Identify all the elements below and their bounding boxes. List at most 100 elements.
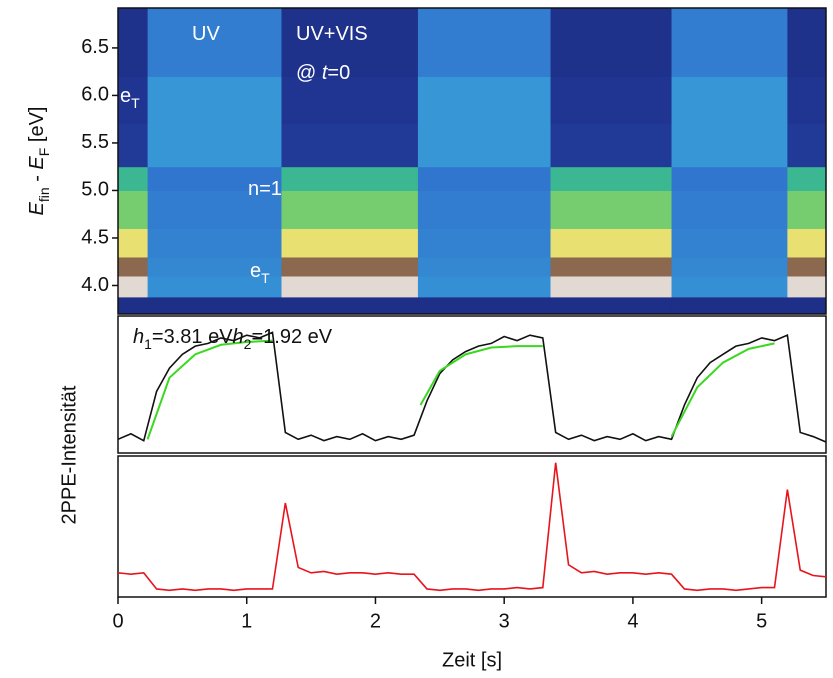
annotation-part: @ xyxy=(296,62,322,84)
heatmap-cell xyxy=(118,166,149,191)
y-tick-label: 4.0 xyxy=(81,274,109,296)
heatmap-cell xyxy=(147,275,282,298)
heatmap-cell xyxy=(550,228,673,258)
annotation: h1=3.81 eVh2=1.92 eV xyxy=(133,326,333,351)
panel-frame xyxy=(117,455,827,598)
panel-frame xyxy=(117,7,827,315)
x-tick-label: 5 xyxy=(756,610,767,632)
heatmap-cell xyxy=(417,8,552,77)
heatmap-cell xyxy=(671,190,788,229)
line-series xyxy=(117,331,827,443)
annotation-part: 2 xyxy=(244,336,252,352)
annotation-part: [eV] xyxy=(26,107,48,148)
heatmap-cell xyxy=(787,190,827,229)
heatmap-cell xyxy=(118,76,149,125)
x-tick-label: 2 xyxy=(370,610,381,632)
y-tick-label: 6.0 xyxy=(81,84,109,106)
annotation: eT xyxy=(250,260,270,285)
annotation-part: - xyxy=(26,170,48,188)
heatmap-cell xyxy=(417,123,552,168)
heatmap-cell xyxy=(118,123,149,168)
heatmap-cell xyxy=(417,275,552,298)
heatmap-cell xyxy=(281,8,419,77)
annotation-part: h xyxy=(233,326,244,348)
annotation-part: T xyxy=(131,95,140,111)
annotation-part: n=1 xyxy=(248,178,282,200)
line-series xyxy=(117,462,827,592)
annotation-part: =3.81 eV xyxy=(152,326,233,348)
heatmap-cell xyxy=(550,296,673,315)
heatmap-cell xyxy=(787,8,827,77)
heatmap-cell xyxy=(281,123,419,168)
heatmap-cell xyxy=(550,166,673,191)
annotation-part: e xyxy=(250,260,261,282)
heatmap-cell xyxy=(671,228,788,258)
heatmap-cell xyxy=(417,166,552,191)
annotation: eT xyxy=(120,85,140,110)
heatmap-cell xyxy=(118,275,149,298)
heatmap-cell xyxy=(417,296,552,315)
panel-frame xyxy=(117,315,827,454)
x-axis-label: Zeit [s] xyxy=(442,649,502,671)
heatmap-cell xyxy=(671,76,788,125)
y-tick-label: 5.0 xyxy=(81,179,109,201)
annotation-part: 1 xyxy=(144,336,152,352)
heatmap-cell xyxy=(147,123,282,168)
y-tick-label: 4.5 xyxy=(81,226,109,248)
heatmap-cell xyxy=(417,76,552,125)
heatmap-cell xyxy=(118,256,149,277)
heatmap-cell xyxy=(147,296,282,315)
annotation-part: E xyxy=(26,156,48,170)
x-tick-label: 3 xyxy=(499,610,510,632)
heatmap-cell xyxy=(671,166,788,191)
annotation: n=1 xyxy=(248,178,282,200)
heatmap-cell xyxy=(281,296,419,315)
x-tick-label: 4 xyxy=(627,610,638,632)
annotation-part: T xyxy=(261,270,270,286)
y-axis-label: 2PPE-Intensität xyxy=(58,385,80,524)
heatmap-cell xyxy=(147,166,282,191)
heatmap-cell xyxy=(118,190,149,229)
heatmap-cell xyxy=(281,228,419,258)
heatmap-cell xyxy=(281,166,419,191)
heatmap-cell xyxy=(787,123,827,168)
heatmap-cell xyxy=(787,275,827,298)
heatmap-cell xyxy=(787,256,827,277)
heatmap-cell xyxy=(118,8,149,77)
heatmap-cell xyxy=(671,296,788,315)
heatmap-cell xyxy=(550,76,673,125)
heatmap-cell xyxy=(147,190,282,229)
line-series xyxy=(670,342,775,438)
x-tick-label: 0 xyxy=(112,610,123,632)
annotation-part: =0 xyxy=(327,62,350,84)
heatmap-cell xyxy=(550,256,673,277)
y-tick-label: 6.5 xyxy=(81,36,109,58)
heatmap-cell xyxy=(550,275,673,298)
heatmap-cell xyxy=(671,8,788,77)
annotation: Efin - EF [eV] xyxy=(26,107,51,216)
heatmap-cell xyxy=(671,275,788,298)
heatmap-cell xyxy=(550,190,673,229)
annotation-part: UV+VIS xyxy=(296,23,368,45)
heatmap-cell xyxy=(147,228,282,258)
heatmap-cell xyxy=(281,256,419,277)
heatmap-cell xyxy=(787,76,827,125)
annotation-part: t xyxy=(322,62,329,84)
x-tick-label: 1 xyxy=(241,610,252,632)
heatmap-cell xyxy=(787,296,827,315)
heatmap-cell xyxy=(281,76,419,125)
heatmap-cell xyxy=(147,256,282,277)
heatmap-cell xyxy=(118,296,149,315)
line-series xyxy=(146,339,273,440)
annotation-part: =1.92 eV xyxy=(251,326,332,348)
annotation-part: E xyxy=(26,201,48,215)
annotation-part: h xyxy=(133,326,144,348)
annotation: @ t=0 xyxy=(296,62,350,84)
line-series xyxy=(419,345,543,406)
heatmap-cell xyxy=(787,166,827,191)
heatmap-cell xyxy=(787,228,827,258)
heatmap-cell xyxy=(550,8,673,77)
heatmap-cell xyxy=(671,123,788,168)
heatmap-cell xyxy=(147,8,282,77)
